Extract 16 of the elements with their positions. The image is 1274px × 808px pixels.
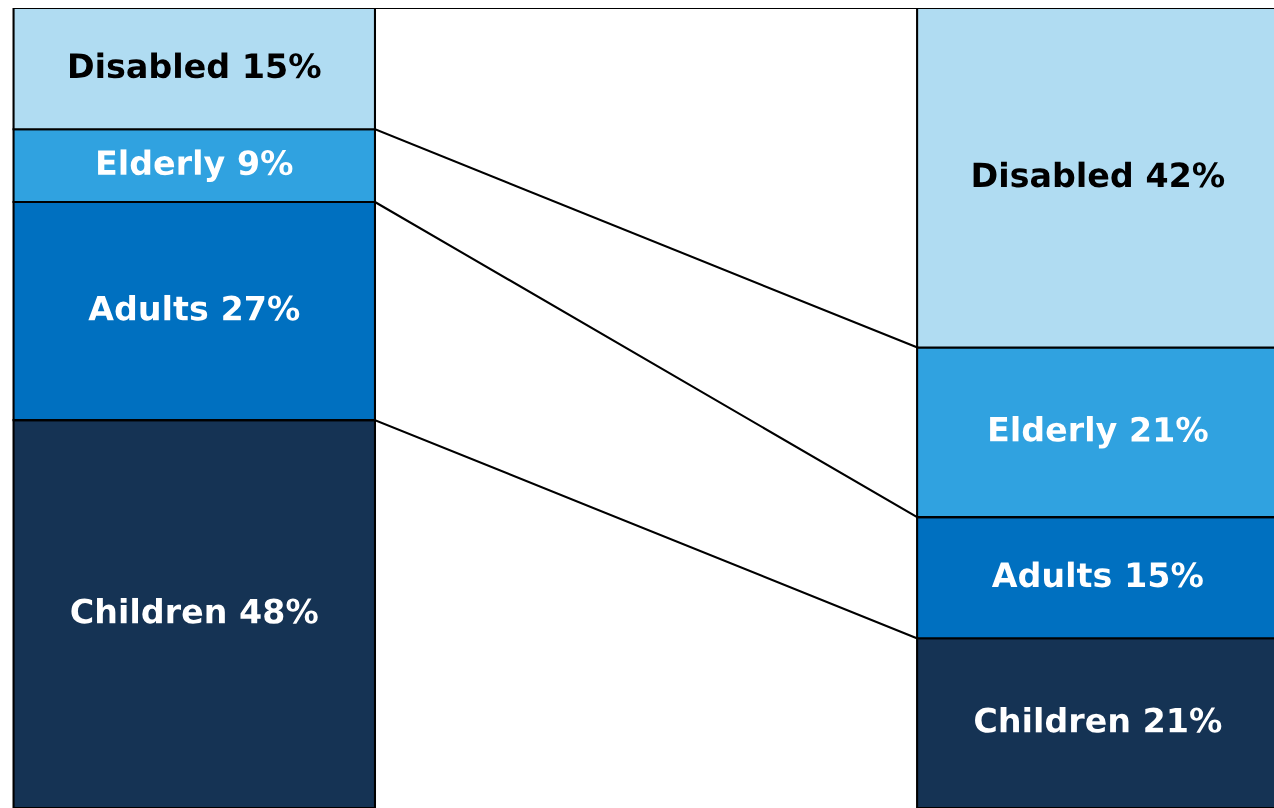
data-label: 21% — [1145, 707, 1222, 733]
text: Disabled — [973, 161, 1131, 188]
data-label: 21% — [1131, 416, 1208, 442]
data-label: 15% — [1127, 562, 1203, 588]
text: Children — [975, 707, 1129, 733]
data-label: 27% — [223, 295, 300, 321]
data-label: 9% — [238, 150, 293, 176]
data-label: 42% — [1146, 162, 1225, 188]
series-label: Children — [71, 597, 225, 624]
text: Adults — [88, 294, 208, 321]
data-label: 48% — [240, 598, 318, 624]
series-label: Disabled — [70, 52, 228, 79]
text: Elderly — [990, 416, 1117, 449]
series-label: Elderly — [98, 149, 225, 182]
series-label: Adults — [991, 561, 1111, 588]
data-label: 15% — [245, 53, 321, 79]
